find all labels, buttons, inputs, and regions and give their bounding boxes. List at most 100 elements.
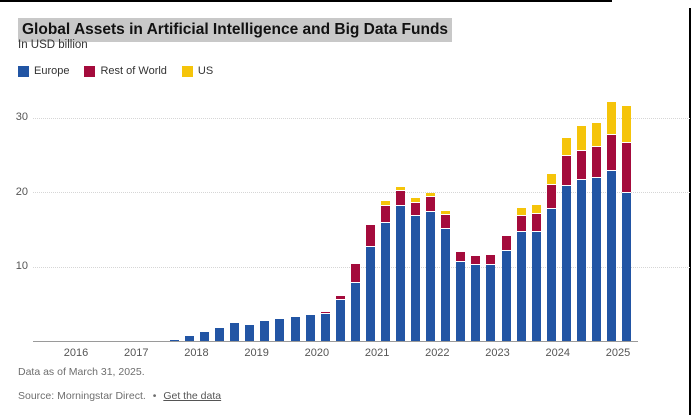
bar-segment-europe[interactable] bbox=[200, 332, 210, 341]
bar-2022-Q1[interactable] bbox=[441, 210, 451, 341]
bar-segment-europe[interactable] bbox=[486, 264, 496, 341]
bar-segment-europe[interactable] bbox=[260, 320, 270, 341]
bar-segment-europe[interactable] bbox=[622, 191, 631, 341]
bar-2019-Q1[interactable] bbox=[260, 320, 270, 341]
bar-segment-europe[interactable] bbox=[230, 323, 240, 341]
bar-segment-us[interactable] bbox=[622, 105, 631, 143]
bar-segment-us[interactable] bbox=[380, 200, 390, 205]
bar-2019-Q3[interactable] bbox=[290, 317, 300, 341]
bar-segment-rest-of-world[interactable] bbox=[501, 236, 511, 251]
bar-segment-rest-of-world[interactable] bbox=[396, 189, 405, 206]
legend-item-europe[interactable]: Europe bbox=[18, 65, 69, 77]
bar-2018-Q4[interactable] bbox=[245, 324, 255, 341]
bar-2024-Q3[interactable] bbox=[591, 122, 601, 341]
bar-segment-europe[interactable] bbox=[396, 205, 405, 341]
bar-segment-europe[interactable] bbox=[215, 327, 225, 341]
bar-segment-us[interactable] bbox=[561, 137, 571, 155]
bar-segment-europe[interactable] bbox=[471, 264, 481, 341]
legend-item-rest-of-world[interactable]: Rest of World bbox=[84, 65, 167, 77]
bar-2024-Q1[interactable] bbox=[561, 137, 571, 341]
bar-2022-Q4[interactable] bbox=[486, 255, 496, 341]
bar-segment-us[interactable] bbox=[531, 204, 541, 213]
bar-2019-Q2[interactable] bbox=[275, 319, 285, 341]
bar-segment-europe[interactable] bbox=[591, 176, 601, 341]
bar-segment-us[interactable] bbox=[516, 208, 526, 216]
bar-2023-Q3[interactable] bbox=[531, 204, 541, 341]
bar-2021-Q2[interactable] bbox=[396, 186, 405, 341]
bar-2020-Q3[interactable] bbox=[350, 263, 360, 342]
bar-segment-us[interactable] bbox=[441, 210, 451, 215]
bar-segment-rest-of-world[interactable] bbox=[561, 154, 571, 186]
bar-segment-rest-of-world[interactable] bbox=[335, 295, 345, 299]
bar-segment-rest-of-world[interactable] bbox=[607, 133, 616, 170]
bar-segment-europe[interactable] bbox=[411, 215, 420, 341]
bar-segment-us[interactable] bbox=[607, 101, 616, 134]
bar-segment-europe[interactable] bbox=[335, 298, 345, 341]
bar-segment-rest-of-world[interactable] bbox=[456, 251, 466, 262]
bar-segment-us[interactable] bbox=[426, 192, 436, 196]
bar-segment-rest-of-world[interactable] bbox=[471, 256, 481, 265]
bar-2018-Q3[interactable] bbox=[230, 323, 240, 341]
bar-segment-europe[interactable] bbox=[185, 335, 194, 341]
bar-2020-Q4[interactable] bbox=[365, 224, 375, 341]
bar-segment-europe[interactable] bbox=[516, 231, 526, 341]
bar-segment-europe[interactable] bbox=[380, 221, 390, 341]
bar-2023-Q1[interactable] bbox=[501, 236, 511, 341]
bar-segment-rest-of-world[interactable] bbox=[591, 146, 601, 177]
bar-2021-Q1[interactable] bbox=[380, 200, 390, 341]
bar-segment-europe[interactable] bbox=[365, 246, 375, 341]
bar-segment-rest-of-world[interactable] bbox=[516, 215, 526, 232]
bar-segment-europe[interactable] bbox=[305, 314, 315, 341]
bar-segment-europe[interactable] bbox=[290, 317, 300, 341]
bar-segment-rest-of-world[interactable] bbox=[622, 142, 631, 192]
bar-segment-us[interactable] bbox=[396, 186, 405, 190]
bar-segment-rest-of-world[interactable] bbox=[365, 224, 375, 247]
bar-segment-europe[interactable] bbox=[546, 208, 556, 341]
bar-2022-Q2[interactable] bbox=[456, 251, 466, 341]
bar-2022-Q3[interactable] bbox=[471, 256, 481, 341]
bar-segment-rest-of-world[interactable] bbox=[576, 150, 586, 180]
bar-segment-europe[interactable] bbox=[607, 169, 616, 341]
bar-2018-Q2[interactable] bbox=[215, 327, 225, 341]
bar-segment-rest-of-world[interactable] bbox=[426, 195, 436, 211]
bar-segment-europe[interactable] bbox=[561, 185, 571, 341]
bar-segment-europe[interactable] bbox=[456, 261, 466, 341]
bar-segment-europe[interactable] bbox=[350, 282, 360, 341]
bar-2025-Q1[interactable] bbox=[622, 105, 631, 341]
bar-2024-Q4[interactable] bbox=[607, 101, 616, 341]
bar-segment-us[interactable] bbox=[576, 126, 586, 151]
bar-segment-us[interactable] bbox=[591, 122, 601, 147]
bar-2018-Q1[interactable] bbox=[200, 332, 210, 341]
bar-segment-europe[interactable] bbox=[531, 231, 541, 341]
bar-2021-Q3[interactable] bbox=[411, 198, 420, 341]
bar-2023-Q4[interactable] bbox=[546, 174, 556, 341]
bar-2024-Q2[interactable] bbox=[576, 126, 586, 341]
bar-2020-Q1[interactable] bbox=[320, 311, 330, 341]
bar-segment-europe[interactable] bbox=[320, 313, 330, 341]
legend-item-us[interactable]: US bbox=[181, 65, 213, 77]
bar-segment-rest-of-world[interactable] bbox=[411, 201, 420, 216]
bar-segment-us[interactable] bbox=[546, 174, 556, 185]
bar-2023-Q2[interactable] bbox=[516, 208, 526, 341]
bar-2019-Q4[interactable] bbox=[305, 314, 315, 341]
bar-segment-europe[interactable] bbox=[275, 319, 285, 341]
bar-segment-rest-of-world[interactable] bbox=[486, 255, 496, 265]
bar-segment-us[interactable] bbox=[411, 198, 420, 202]
bar-segment-rest-of-world[interactable] bbox=[531, 212, 541, 232]
bar-2021-Q4[interactable] bbox=[426, 192, 436, 341]
bar-segment-rest-of-world[interactable] bbox=[546, 184, 556, 209]
bar-segment-rest-of-world[interactable] bbox=[320, 311, 330, 314]
bar-segment-europe[interactable] bbox=[501, 250, 511, 341]
bar-2020-Q2[interactable] bbox=[335, 295, 345, 341]
bar-segment-europe[interactable] bbox=[576, 179, 586, 341]
bar-segment-rest-of-world[interactable] bbox=[380, 204, 390, 222]
bar-segment-europe[interactable] bbox=[245, 324, 255, 341]
bar-segment-rest-of-world[interactable] bbox=[350, 263, 360, 283]
bar-segment-europe[interactable] bbox=[169, 339, 179, 341]
bar-segment-europe[interactable] bbox=[441, 228, 451, 341]
bar-2017-Q3[interactable] bbox=[169, 339, 179, 341]
get-the-data-link[interactable]: Get the data bbox=[163, 390, 222, 402]
bar-2017-Q4[interactable] bbox=[185, 335, 194, 341]
bar-segment-rest-of-world[interactable] bbox=[441, 214, 451, 229]
bar-segment-europe[interactable] bbox=[426, 210, 436, 341]
